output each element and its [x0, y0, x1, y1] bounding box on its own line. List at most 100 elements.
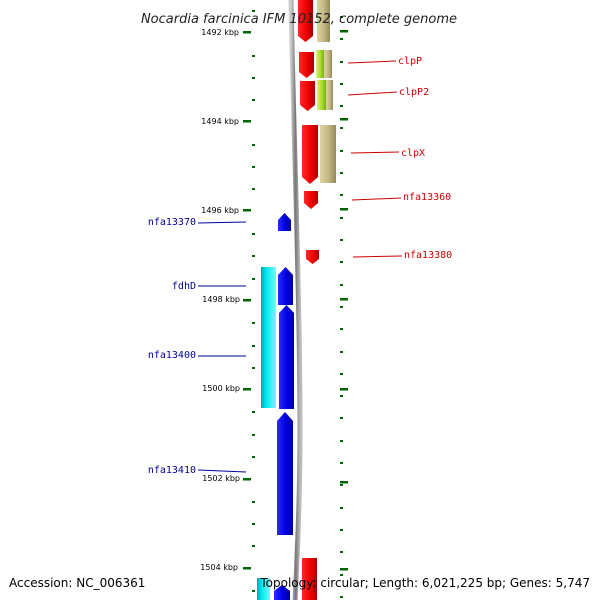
minor-tick [340, 38, 343, 40]
label-leader-lines [197, 60, 403, 473]
gene-label-nfa13370[interactable]: nfa13370 [148, 217, 196, 228]
minor-tick [340, 462, 343, 464]
major-tick [243, 478, 251, 481]
leader-line [347, 91, 398, 96]
leader-line [347, 60, 397, 64]
minor-tick [252, 55, 255, 57]
genome-info-text: Topology: circular; Length: 6,021,225 bp… [259, 576, 590, 590]
major-tick [243, 209, 251, 212]
gene-clpX[interactable] [302, 125, 318, 184]
minor-tick [252, 345, 255, 347]
minor-tick [340, 261, 343, 263]
gene-clpP[interactable] [299, 52, 314, 78]
gene-next-reverse[interactable] [274, 585, 290, 600]
map-title: Nocardia farcinica IFM 10152, complete g… [141, 12, 457, 27]
reverse-gene-labels: nfa13370 fdhD nfa13400 nfa13410 [148, 217, 196, 476]
gene-nfa13410[interactable] [277, 412, 293, 535]
gene-label-nfa13360[interactable]: nfa13360 [403, 192, 451, 203]
minor-tick [252, 188, 255, 190]
gene-clpP-prev[interactable] [298, 0, 313, 42]
major-tick [340, 298, 348, 301]
tick-label-1498: 1498 kbp [202, 295, 240, 304]
major-tick [243, 299, 251, 302]
gene-next[interactable] [302, 558, 317, 600]
gene-nfa13380[interactable] [306, 250, 319, 264]
gene-label-clpX[interactable]: clpX [401, 148, 425, 159]
minor-tick [340, 284, 343, 286]
homolog-block [316, 50, 325, 78]
minor-tick [340, 194, 343, 196]
gene-track [274, 0, 319, 600]
minor-tick [340, 351, 343, 353]
tick-label-1494: 1494 kbp [201, 117, 239, 126]
tick-label-1502: 1502 kbp [202, 474, 240, 483]
major-tick [340, 388, 348, 391]
minor-tick [252, 545, 255, 547]
minor-tick [340, 507, 343, 509]
major-tick [340, 30, 348, 33]
gene-fdhD[interactable] [278, 267, 293, 305]
minor-tick [340, 306, 343, 308]
scale-ticks [243, 10, 348, 598]
minor-tick [340, 484, 343, 486]
minor-tick [252, 411, 255, 413]
leader-line [351, 197, 402, 201]
minor-tick [340, 417, 343, 419]
gene-label-nfa13380[interactable]: nfa13380 [404, 250, 452, 261]
gene-label-fdhD[interactable]: fdhD [172, 281, 196, 292]
minor-tick [252, 590, 255, 592]
homolog-block [317, 0, 330, 42]
leader-line [352, 255, 403, 258]
minor-tick [252, 233, 255, 235]
homolog-track [257, 0, 336, 600]
minor-tick [252, 10, 255, 12]
minor-tick [252, 322, 255, 324]
minor-tick [340, 16, 343, 18]
gene-label-nfa13410[interactable]: nfa13410 [148, 465, 196, 476]
homolog-block [324, 50, 332, 78]
homolog-block [326, 80, 333, 110]
minor-tick [252, 144, 255, 146]
homolog-block [317, 80, 327, 110]
tick-label-1500: 1500 kbp [202, 384, 240, 393]
gene-label-clpP2[interactable]: clpP2 [399, 87, 429, 98]
major-tick [243, 567, 251, 570]
minor-tick [252, 77, 255, 79]
minor-tick [340, 373, 343, 375]
minor-tick [252, 166, 255, 168]
minor-tick [340, 150, 343, 152]
major-tick [243, 31, 251, 34]
gene-label-clpP[interactable]: clpP [398, 56, 422, 67]
minor-tick [340, 596, 343, 598]
minor-tick [340, 529, 343, 531]
minor-tick [340, 395, 343, 397]
tick-label-1496: 1496 kbp [201, 206, 239, 215]
major-tick [340, 208, 348, 211]
gene-nfa13400[interactable] [279, 305, 294, 409]
minor-tick [340, 61, 343, 63]
scale-labels: 1492 kbp 1494 kbp 1496 kbp 1498 kbp 1500… [200, 28, 240, 572]
minor-tick [252, 501, 255, 503]
tick-label-1504: 1504 kbp [200, 563, 238, 572]
minor-tick [252, 523, 255, 525]
tick-label-1492: 1492 kbp [201, 28, 239, 37]
minor-tick [340, 328, 343, 330]
minor-tick [340, 239, 343, 241]
gene-nfa13370[interactable] [278, 213, 291, 231]
minor-tick [252, 278, 255, 280]
gene-clpP2[interactable] [300, 81, 315, 111]
minor-tick [340, 127, 343, 129]
accession-text: Accession: NC_006361 [9, 576, 145, 590]
homolog-block [320, 125, 336, 183]
minor-tick [340, 83, 343, 85]
major-tick [340, 481, 348, 484]
minor-tick [340, 105, 343, 107]
minor-tick [340, 574, 343, 576]
gene-label-nfa13400[interactable]: nfa13400 [148, 350, 196, 361]
forward-gene-labels: clpP clpP2 clpX nfa13360 nfa13380 [398, 56, 452, 261]
minor-tick [252, 434, 255, 436]
minor-tick [252, 456, 255, 458]
gene-nfa13360[interactable] [304, 191, 318, 209]
minor-tick [252, 99, 255, 101]
minor-tick [340, 217, 343, 219]
